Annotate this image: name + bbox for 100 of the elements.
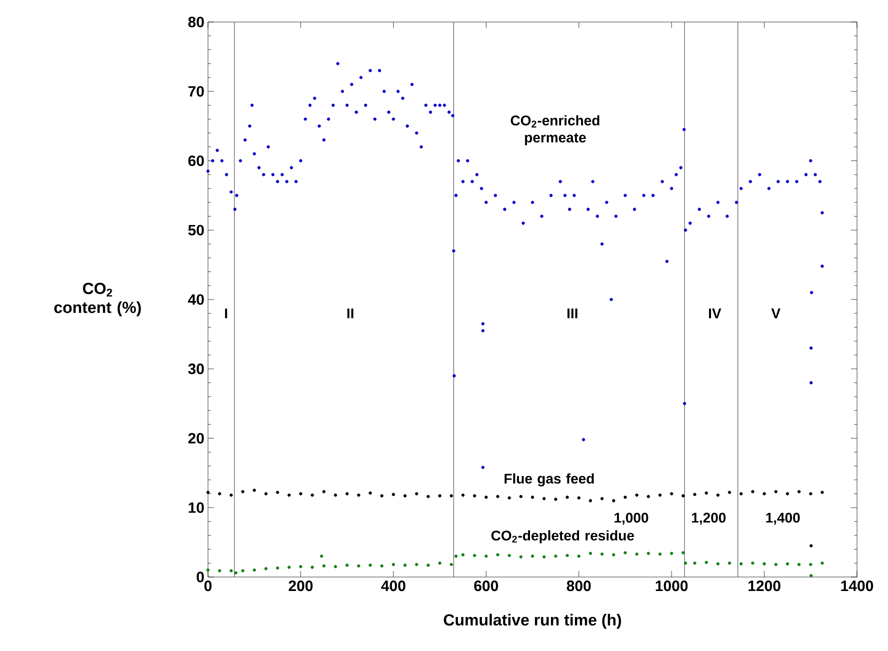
x-tick-label: 800 <box>566 580 591 592</box>
x-tick-label: 200 <box>288 580 313 592</box>
point <box>392 562 396 566</box>
point <box>809 492 812 496</box>
point <box>542 497 546 500</box>
annotation: 1,400 <box>766 512 800 525</box>
point <box>392 492 396 496</box>
point <box>206 568 210 572</box>
point <box>454 554 458 558</box>
point <box>716 562 720 566</box>
point <box>299 492 302 496</box>
point <box>218 569 222 572</box>
point <box>472 494 476 498</box>
point <box>600 552 604 556</box>
point <box>241 569 244 572</box>
point <box>380 564 384 568</box>
point <box>426 494 430 498</box>
point <box>624 496 627 499</box>
x-axis-title: Cumulative run time (h) <box>444 614 622 629</box>
point <box>810 544 813 548</box>
point <box>542 555 546 558</box>
point <box>797 562 801 566</box>
point <box>809 562 812 566</box>
point <box>646 494 650 498</box>
point <box>461 494 465 497</box>
point <box>403 564 407 567</box>
point <box>554 554 558 558</box>
point <box>693 562 696 565</box>
point <box>345 564 349 567</box>
point <box>380 494 384 498</box>
point <box>588 499 592 502</box>
y-tick-label: 10 <box>188 502 204 513</box>
point <box>658 552 662 556</box>
point <box>646 552 650 556</box>
x-tick-label: 0 <box>204 580 212 592</box>
point <box>554 498 558 501</box>
annotation: 1,000 <box>614 512 648 525</box>
x-tick-label: 600 <box>474 580 498 592</box>
point <box>682 551 685 554</box>
point <box>704 491 708 495</box>
point <box>322 564 326 568</box>
point <box>762 492 766 496</box>
point <box>276 566 280 570</box>
annotation: 1,200 <box>692 512 726 525</box>
y-tick-label: 80 <box>188 16 204 28</box>
point <box>357 564 360 568</box>
annotation: IV <box>709 308 722 318</box>
point <box>600 497 604 500</box>
point <box>612 553 616 556</box>
point <box>368 564 372 567</box>
annotation: V <box>771 308 780 318</box>
x-tick-label: 400 <box>381 580 406 592</box>
point <box>624 551 627 554</box>
point <box>588 552 592 556</box>
point <box>472 554 476 558</box>
point <box>310 494 314 497</box>
point <box>740 492 743 496</box>
point <box>508 496 511 500</box>
point <box>299 564 302 568</box>
point <box>612 499 616 502</box>
point <box>716 494 720 497</box>
point <box>751 562 754 565</box>
point <box>820 562 824 565</box>
series-label: Flue gas feed <box>504 473 594 486</box>
x-tick-label: 1400 <box>841 580 874 592</box>
y-tick-label: 60 <box>188 155 204 166</box>
point <box>461 553 465 556</box>
point <box>820 490 824 494</box>
point <box>264 567 268 570</box>
y-tick-label: 20 <box>188 432 204 444</box>
point <box>566 496 569 499</box>
point <box>810 574 813 578</box>
x-tick-label: 1000 <box>656 580 688 592</box>
point <box>288 494 291 497</box>
point <box>658 494 662 497</box>
point <box>276 490 280 494</box>
annotation: II <box>347 308 354 318</box>
y-tick-label: 50 <box>188 224 204 236</box>
point <box>252 488 256 492</box>
text: CO$_{2}$-enriched permeate <box>510 115 600 146</box>
point <box>484 554 488 558</box>
point <box>740 562 743 566</box>
point <box>450 494 453 498</box>
point <box>230 569 233 572</box>
y-axis-title: CO$_{2}$ content (%) <box>54 282 141 316</box>
point <box>230 494 233 497</box>
point <box>357 494 360 497</box>
point <box>762 562 766 566</box>
point <box>530 496 534 499</box>
point <box>415 492 418 496</box>
point <box>310 566 314 569</box>
point <box>751 490 754 494</box>
point <box>519 494 523 498</box>
y-tick-label: 40 <box>188 294 204 305</box>
point <box>577 554 580 558</box>
point <box>320 554 324 558</box>
annotation: I <box>225 308 228 318</box>
point <box>635 494 638 497</box>
point <box>206 490 210 494</box>
annotation: III <box>567 308 578 318</box>
